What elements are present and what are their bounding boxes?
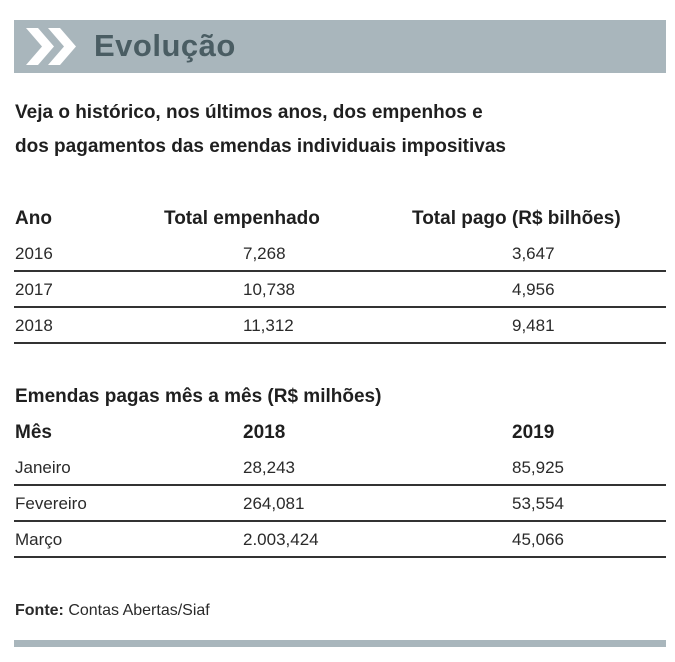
paid-cell: 3,647: [512, 244, 555, 263]
monthly-section-title: Emendas pagas mês a mês (R$ milhões): [15, 386, 382, 407]
monthly-table: Mês 2018 2019 Janeiro 28,243 85,925 Feve…: [14, 416, 666, 558]
table-row: 2016 7,268 3,647: [14, 236, 666, 272]
source-label: Fonte:: [15, 602, 64, 619]
table-row: 2017 10,738 4,956: [14, 272, 666, 308]
subtitle: Veja o histórico, nos últimos anos, dos …: [15, 96, 655, 164]
monthly-table-header: Mês 2018 2019: [14, 416, 666, 450]
year-cell: 2017: [15, 280, 53, 299]
month-cell: Março: [15, 530, 63, 549]
subtitle-line-2: dos pagamentos das emendas individuais i…: [15, 136, 506, 157]
column-header-committed: Total empenhado: [164, 208, 320, 229]
column-header-year: Ano: [15, 208, 52, 229]
column-header-2018: 2018: [243, 422, 286, 443]
header-bar: Evolução: [14, 20, 666, 73]
column-header-paid: Total pago (R$ bilhões): [412, 208, 621, 229]
column-header-month: Mês: [15, 422, 52, 443]
month-cell: Fevereiro: [15, 494, 87, 513]
double-chevron-right-icon: [26, 28, 76, 65]
value-2019-cell: 45,066: [512, 530, 564, 549]
table-row: Janeiro 28,243 85,925: [14, 450, 666, 486]
value-2019-cell: 85,925: [512, 458, 564, 477]
source-note: Fonte: Contas Abertas/Siaf: [15, 598, 210, 624]
value-2018-cell: 2.003,424: [243, 530, 319, 549]
month-cell: Janeiro: [15, 458, 71, 477]
paid-cell: 4,956: [512, 280, 555, 299]
value-2018-cell: 264,081: [243, 494, 305, 513]
committed-cell: 10,738: [243, 280, 295, 299]
column-header-2019: 2019: [512, 422, 555, 443]
table-row: Março 2.003,424 45,066: [14, 522, 666, 558]
value-2019-cell: 53,554: [512, 494, 564, 513]
source-text: Contas Abertas/Siaf: [68, 602, 210, 619]
table-row: 2018 11,312 9,481: [14, 308, 666, 344]
year-cell: 2018: [15, 316, 53, 335]
page-title: Evolução: [94, 28, 236, 63]
annual-table-header: Ano Total empenhado Total pago (R$ bilhõ…: [14, 202, 666, 236]
value-2018-cell: 28,243: [243, 458, 295, 477]
table-row: Fevereiro 264,081 53,554: [14, 486, 666, 522]
bottom-divider: [14, 640, 666, 647]
year-cell: 2016: [15, 244, 53, 263]
committed-cell: 7,268: [243, 244, 286, 263]
paid-cell: 9,481: [512, 316, 555, 335]
annual-table: Ano Total empenhado Total pago (R$ bilhõ…: [14, 202, 666, 344]
subtitle-line-1: Veja o histórico, nos últimos anos, dos …: [15, 102, 483, 123]
committed-cell: 11,312: [243, 316, 294, 335]
